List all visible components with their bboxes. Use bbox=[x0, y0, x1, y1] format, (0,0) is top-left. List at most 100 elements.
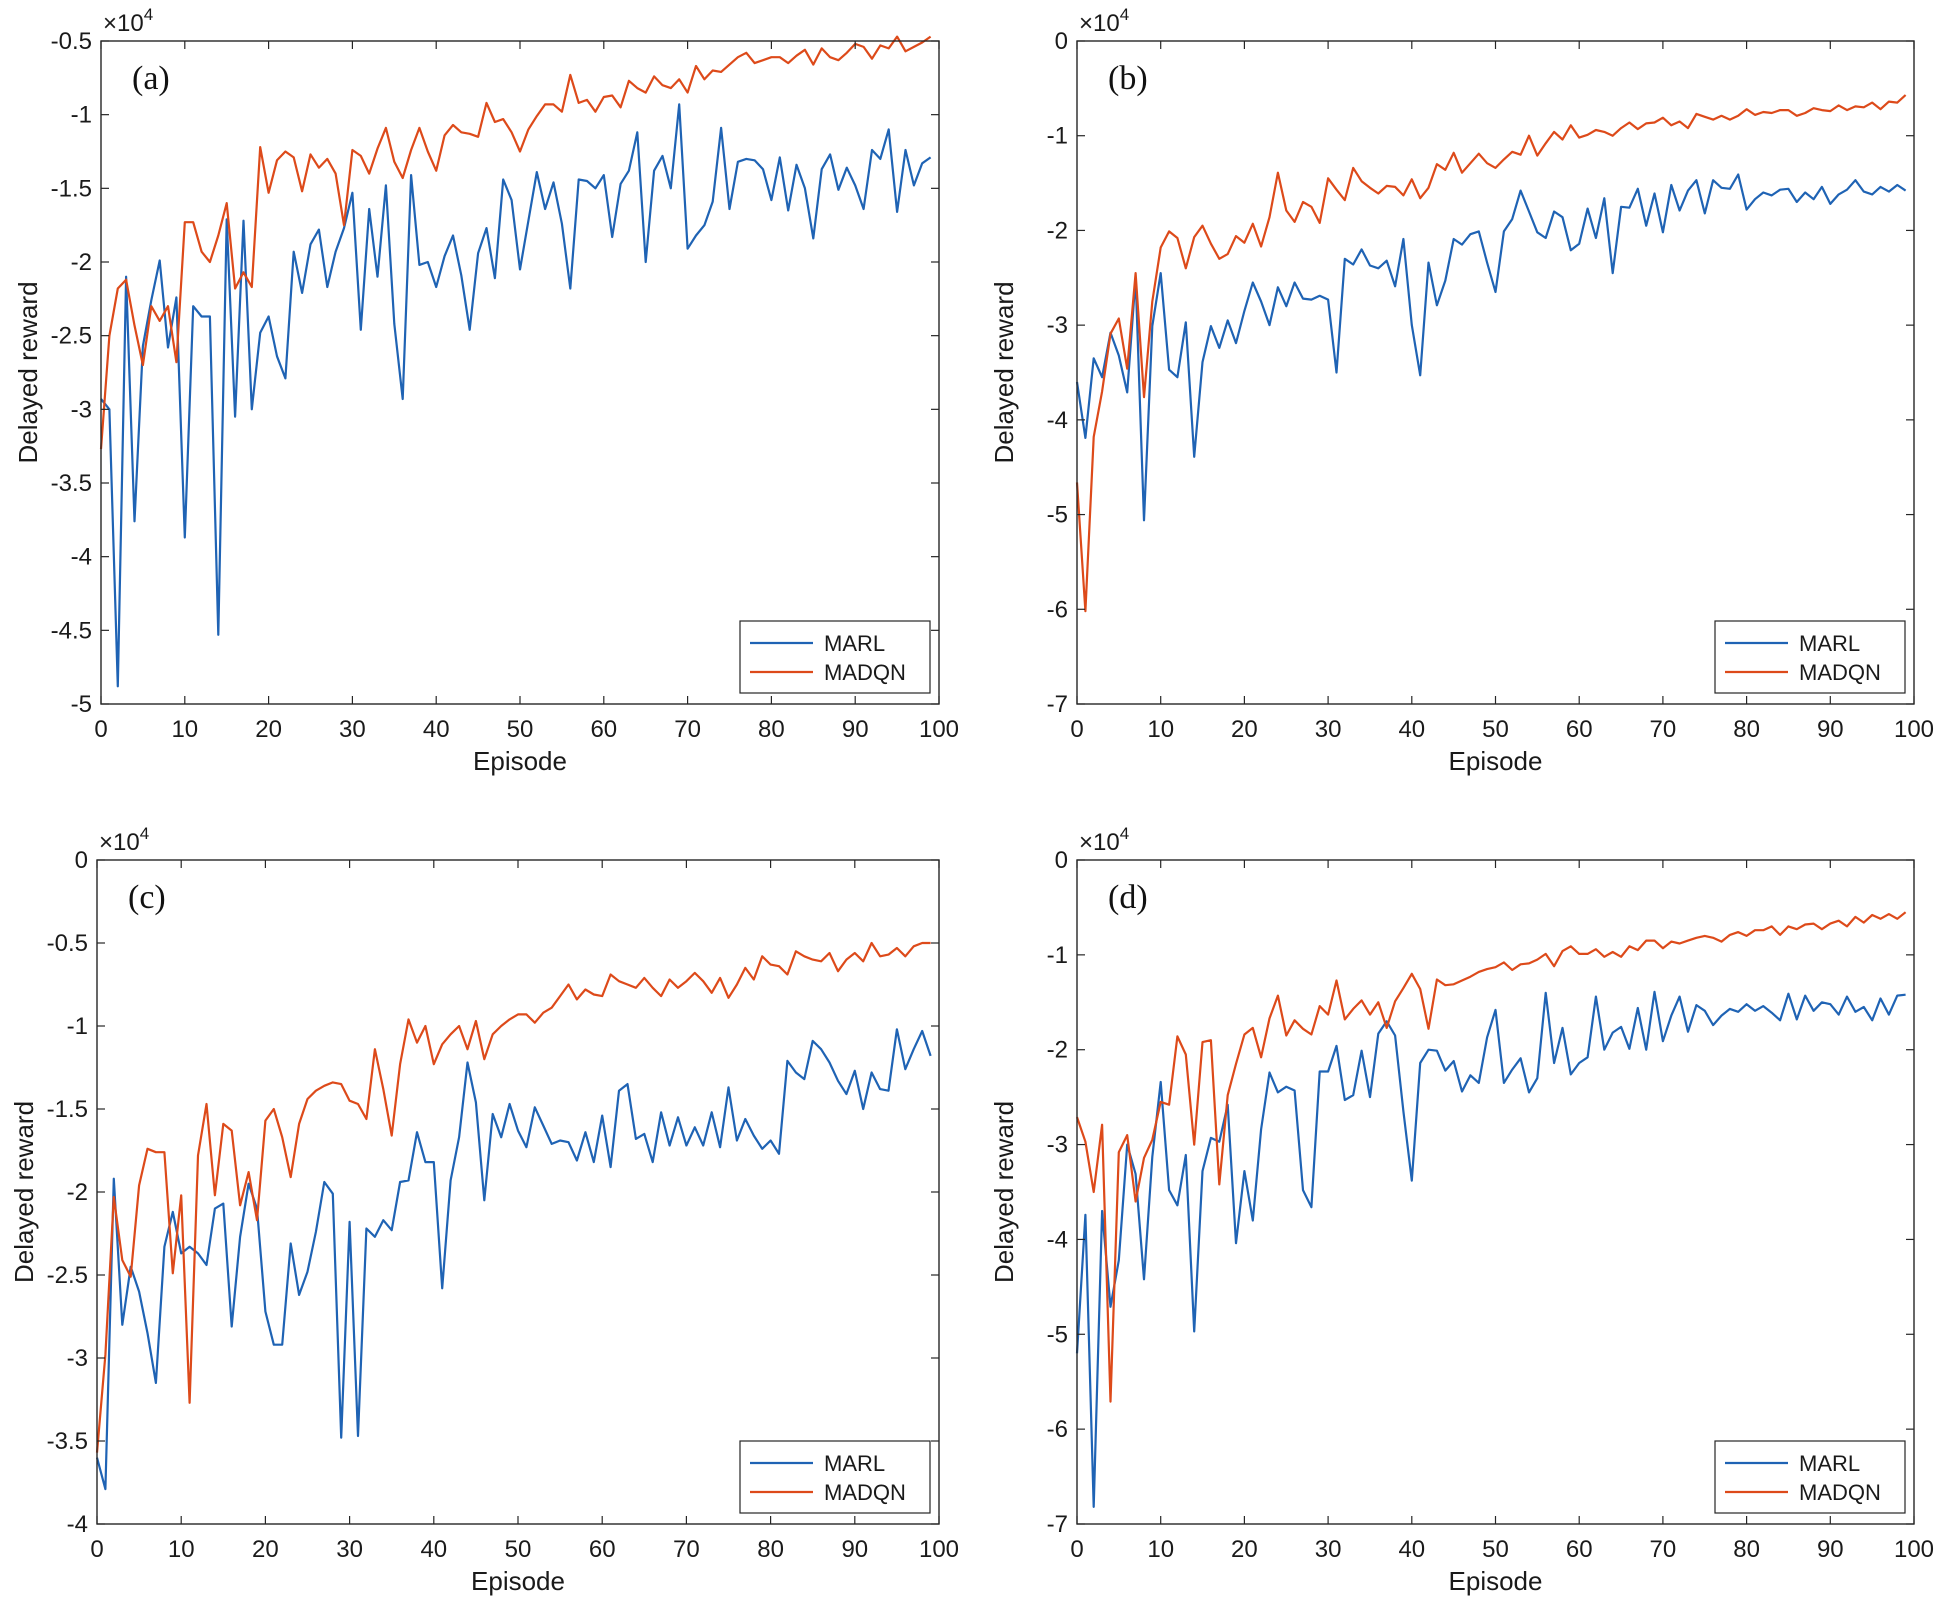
y-tick-label: -1 bbox=[1047, 123, 1068, 150]
y-tick-label: -4.5 bbox=[51, 617, 92, 644]
series-line-marl bbox=[95, 1028, 932, 1491]
panel-label: (c) bbox=[128, 879, 166, 916]
series-line-marl bbox=[100, 103, 932, 688]
x-tick-label: 0 bbox=[90, 1536, 103, 1563]
y-tick-label: -1.5 bbox=[47, 1096, 88, 1123]
axis-exponent-power: 4 bbox=[1120, 5, 1129, 24]
series-line-madqn bbox=[1075, 94, 1907, 613]
axis-exponent-base: ×10 bbox=[103, 10, 144, 37]
x-tick-label: 60 bbox=[590, 716, 617, 743]
y-tick-label: -2 bbox=[71, 249, 92, 276]
legend-box bbox=[1714, 620, 1906, 694]
plot-area bbox=[1077, 860, 1914, 1524]
chart-c: 0 10 20 30 40 50 60 70 80 90 100-4-3.5-3-2.5-2-1.5… bbox=[9, 824, 959, 1596]
x-tick-label: 0 bbox=[1070, 1536, 1083, 1563]
series-line-madqn bbox=[95, 941, 931, 1453]
y-tick-label: -2 bbox=[1047, 1037, 1068, 1064]
y-tick-label: -2.5 bbox=[51, 323, 92, 350]
x-tick-label: 50 bbox=[1482, 716, 1509, 743]
y-tick-label: -5 bbox=[1047, 502, 1068, 529]
x-tick-label: 100 bbox=[919, 716, 959, 743]
x-tick-label: 100 bbox=[919, 1536, 959, 1563]
axis-exponent: ×104 bbox=[103, 5, 153, 37]
legend-label-marl: MARL bbox=[1799, 1451, 1860, 1476]
series-line-madqn bbox=[1075, 911, 1907, 1403]
panel-label: (d) bbox=[1108, 879, 1148, 916]
x-tick-label: 100 bbox=[1894, 1536, 1934, 1563]
x-tick-label: 30 bbox=[339, 716, 366, 743]
series-line-marl bbox=[1075, 173, 1907, 522]
legend: MARL MADQN bbox=[739, 620, 931, 694]
y-tick-label: -6 bbox=[1047, 1416, 1068, 1443]
legend-label-madqn: MADQN bbox=[1799, 660, 1881, 685]
legend-box bbox=[739, 1440, 931, 1514]
y-tick-label: -4 bbox=[1047, 407, 1068, 434]
y-tick-label: -4 bbox=[71, 544, 92, 571]
y-tick-label: -0.5 bbox=[51, 28, 92, 55]
x-tick-label: 50 bbox=[505, 1536, 532, 1563]
axis-exponent-base: ×10 bbox=[99, 829, 140, 856]
x-axis-label: Episode bbox=[471, 1566, 565, 1596]
y-tick-label: -1 bbox=[67, 1013, 88, 1040]
plot-area bbox=[1077, 41, 1914, 704]
x-tick-label: 80 bbox=[758, 716, 785, 743]
y-tick-label: -6 bbox=[1047, 596, 1068, 623]
y-tick-label: -3 bbox=[71, 396, 92, 423]
y-tick-label: -5 bbox=[1047, 1321, 1068, 1348]
legend-label-madqn: MADQN bbox=[1799, 1480, 1881, 1505]
y-tick-label: -2 bbox=[1047, 217, 1068, 244]
series-line-madqn bbox=[99, 35, 932, 450]
x-tick-label: 40 bbox=[423, 716, 450, 743]
y-axis-label: Delayed reward bbox=[989, 281, 1019, 463]
x-tick-label: 50 bbox=[1482, 1536, 1509, 1563]
x-tick-label: 80 bbox=[1733, 716, 1760, 743]
axis-exponent: ×104 bbox=[1079, 5, 1129, 37]
y-tick-label: -7 bbox=[1047, 691, 1068, 718]
y-tick-label: -4 bbox=[67, 1511, 88, 1538]
x-tick-label: 20 bbox=[252, 1536, 279, 1563]
plot-area bbox=[101, 41, 939, 704]
x-tick-label: 60 bbox=[1566, 716, 1593, 743]
axis-exponent-power: 4 bbox=[140, 824, 149, 843]
x-tick-label: 10 bbox=[168, 1536, 195, 1563]
axis-exponent-base: ×10 bbox=[1079, 829, 1120, 856]
x-tick-label: 90 bbox=[842, 716, 869, 743]
x-axis-label: Episode bbox=[473, 746, 567, 776]
axis-exponent-power: 4 bbox=[144, 5, 153, 24]
x-tick-label: 90 bbox=[841, 1536, 868, 1563]
x-tick-label: 60 bbox=[589, 1536, 616, 1563]
plot-area bbox=[97, 860, 939, 1524]
x-tick-label: 70 bbox=[1650, 716, 1677, 743]
axis-exponent-base: ×10 bbox=[1079, 10, 1120, 37]
x-tick-label: 10 bbox=[1147, 716, 1174, 743]
x-tick-label: 30 bbox=[1315, 716, 1342, 743]
x-tick-label: 100 bbox=[1894, 716, 1934, 743]
legend-label-marl: MARL bbox=[824, 1451, 885, 1476]
x-tick-label: 40 bbox=[1398, 1536, 1425, 1563]
x-tick-label: 0 bbox=[1070, 716, 1083, 743]
x-axis-label: Episode bbox=[1449, 746, 1543, 776]
x-tick-label: 40 bbox=[420, 1536, 447, 1563]
chart-d: 0 10 20 30 40 50 60 70 80 90 100 -7 -6 -5 -4 -3 -2 -1 0 ×10… bbox=[989, 824, 1934, 1596]
panel-label: (a) bbox=[132, 60, 170, 97]
x-tick-label: 0 bbox=[94, 716, 107, 743]
x-tick-label: 30 bbox=[336, 1536, 363, 1563]
y-tick-label: -1 bbox=[71, 102, 92, 129]
legend-box bbox=[1714, 1440, 1906, 1514]
y-axis-label: Delayed reward bbox=[13, 281, 43, 463]
panel-label: (b) bbox=[1108, 60, 1148, 97]
y-tick-label: 0 bbox=[1055, 28, 1068, 55]
y-tick-label: -3.5 bbox=[47, 1428, 88, 1455]
x-tick-label: 20 bbox=[1231, 1536, 1258, 1563]
axis-exponent-power: 4 bbox=[1120, 824, 1129, 843]
x-tick-label: 80 bbox=[757, 1536, 784, 1563]
y-axis-label: Delayed reward bbox=[989, 1101, 1019, 1283]
y-tick-label: -4 bbox=[1047, 1226, 1068, 1253]
y-tick-label: -7 bbox=[1047, 1511, 1068, 1538]
x-tick-label: 20 bbox=[255, 716, 282, 743]
x-tick-label: 70 bbox=[673, 1536, 700, 1563]
y-tick-label: -3 bbox=[1047, 1132, 1068, 1159]
legend-label-madqn: MADQN bbox=[824, 1480, 906, 1505]
series-line-marl bbox=[1075, 990, 1906, 1509]
x-tick-label: 80 bbox=[1733, 1536, 1760, 1563]
